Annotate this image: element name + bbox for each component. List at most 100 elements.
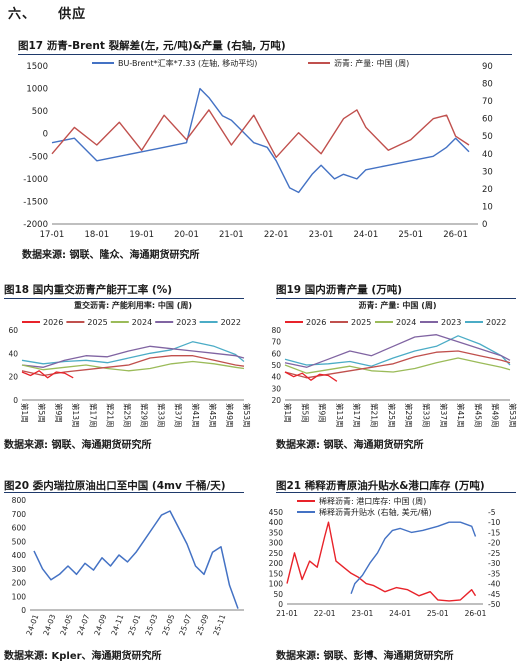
fig18-xtick: 第45周 <box>208 403 218 428</box>
fig19-ytick: 50 <box>271 361 281 370</box>
fig21-rule <box>276 492 516 493</box>
fig18-xtick: 第5周 <box>37 403 47 423</box>
fig18-series-line <box>21 370 74 379</box>
section-heading: 六、 供应 <box>8 3 86 22</box>
fig17-ytick-right: 30 <box>482 167 493 177</box>
fig21-series-line <box>286 521 477 602</box>
fig19-xtick: 第29周 <box>404 403 414 428</box>
fig18-legend-label: 2023 <box>176 318 196 327</box>
fig18-ytick: 60 <box>8 326 18 335</box>
fig18-legend-label: 2022 <box>221 318 241 327</box>
fig20-ytick: 0 <box>21 606 26 615</box>
fig19-legend-label: 2023 <box>441 318 461 327</box>
fig19-xtick: 第21周 <box>370 403 380 428</box>
fig17-xtick: 17-01 <box>40 230 65 240</box>
fig17-xtick: 21-01 <box>219 230 244 240</box>
fig20-xtick: 24-01 <box>24 613 40 637</box>
fig18-xtick: 第21周 <box>105 403 115 428</box>
fig18-xtick: 第9周 <box>54 403 64 423</box>
fig19-title: 图19 国内沥青产量 (万吨) <box>276 284 403 296</box>
fig21-ytick-right: -40 <box>488 580 500 589</box>
fig19-xtick: 第53周 <box>508 403 518 428</box>
fig21-chart: 050100150200250300350400450-50-45-40-35-… <box>269 496 501 618</box>
fig19-xtick: 第41周 <box>456 403 466 428</box>
fig20-xtick: 25-07 <box>177 613 193 637</box>
fig21-xtick: 26-01 <box>465 609 487 618</box>
fig20-xtick: 25-05 <box>160 613 176 637</box>
fig17-xtick: 23-01 <box>309 230 334 240</box>
fig19-ytick: 30 <box>271 384 281 393</box>
fig19-series-line <box>284 371 338 382</box>
fig21-ytick-left: 100 <box>269 580 284 589</box>
fig17-legend-label: BU-Brent*汇率*7.33 (左轴, 移动平均) <box>118 58 257 68</box>
fig19-ytick: 20 <box>271 396 281 405</box>
fig21-ytick-left: 250 <box>269 549 284 558</box>
fig17-ytick-right: 0 <box>482 220 487 230</box>
fig18-xtick: 第25周 <box>122 403 132 428</box>
fig19-legend-label: 2022 <box>486 318 506 327</box>
fig20-ytick: 300 <box>12 565 27 574</box>
fig20-ytick: 200 <box>12 579 27 588</box>
fig18-legend-label: 2025 <box>87 318 107 327</box>
section-number: 六、 <box>8 7 37 22</box>
fig21-ytick-right: -45 <box>488 590 500 599</box>
fig21-ytick-left: 350 <box>269 528 284 537</box>
fig21-ytick-right: -35 <box>488 569 500 578</box>
fig18-xtick: 第17周 <box>88 403 98 428</box>
fig21-source: 数据来源: 钢联、彭博、海通期货研究所 <box>276 651 454 662</box>
fig17-series-line <box>51 87 470 194</box>
fig19-xtick: 第33周 <box>421 403 431 428</box>
fig19-ytick: 80 <box>271 326 281 335</box>
fig17-source: 数据来源: 钢联、隆众、海通期货研究所 <box>22 250 200 261</box>
fig17-ytick-left: 500 <box>32 107 48 117</box>
fig21-ytick-right: -15 <box>488 528 500 537</box>
fig17-ytick-left: -500 <box>29 152 48 162</box>
fig17-title: 图17 沥青-Brent 裂解差(左, 元/吨)&产量 (右轴, 万吨) <box>18 40 286 52</box>
fig20-source: 数据来源: Kpler、海通期货研究所 <box>4 651 162 662</box>
fig19-xtick: 第1周 <box>283 403 293 423</box>
fig21-title: 图21 稀释沥青原油升贴水&港口库存 (万吨) <box>276 480 485 492</box>
fig21-xtick: 23-01 <box>351 609 373 618</box>
fig20-xtick: 24-11 <box>109 613 125 637</box>
fig19-xtick: 第5周 <box>300 403 310 423</box>
fig21-series-line <box>350 521 477 595</box>
fig19-chart-title: 沥青: 产量: 中国 (周) <box>358 300 436 310</box>
fig18-title: 图18 国内重交沥青产能开工率 (%) <box>4 284 173 296</box>
fig21-ytick-right: -20 <box>488 539 500 548</box>
section-title: 供应 <box>58 7 87 22</box>
fig20-chart: 0 100 200 300 400 500 600 700 800 24-01 24-03 24-05… <box>12 496 244 637</box>
fig19-xtick: 第49周 <box>491 403 501 428</box>
fig17-ytick-left: 1500 <box>26 62 48 72</box>
fig18-xtick: 第53周 <box>242 403 252 428</box>
fig19-ytick: 60 <box>271 349 281 358</box>
fig19-xtick: 第9周 <box>318 403 328 423</box>
fig20-xtick: 25-11 <box>211 613 227 637</box>
fig19-series-line <box>284 357 511 374</box>
fig19-xtick: 第45周 <box>473 403 483 428</box>
fig18-xtick: 第33周 <box>157 403 167 428</box>
fig21-ytick-right: -10 <box>488 518 500 527</box>
fig18-xtick: 第1周 <box>20 403 30 423</box>
fig17-series-line <box>51 109 470 159</box>
fig21-ytick-right: -25 <box>488 549 500 558</box>
fig17-legend-label: 沥青: 产量: 中国 (周) <box>334 58 409 68</box>
fig19-ytick: 70 <box>271 338 281 347</box>
fig18-series-line <box>21 345 245 368</box>
fig19-ytick: 40 <box>271 373 281 382</box>
fig18-xtick: 第49周 <box>225 403 235 428</box>
fig18-chart-title: 重交沥青: 产能利用率: 中国 (周) <box>74 300 192 310</box>
fig17-xtick: 24-01 <box>354 230 379 240</box>
fig17-ytick-left: 0 <box>43 130 48 140</box>
fig17-ytick-left: 1000 <box>26 85 48 95</box>
fig21-ytick-right: -50 <box>488 600 500 609</box>
fig21-ytick-left: 0 <box>278 600 283 609</box>
fig19-xtick: 第25周 <box>387 403 397 428</box>
fig20-ytick: 400 <box>12 551 27 560</box>
fig20-ytick: 800 <box>12 496 27 505</box>
fig20-xtick: 25-09 <box>194 613 210 637</box>
fig20-xtick: 24-05 <box>58 613 74 637</box>
fig20-xtick: 25-01 <box>126 613 142 637</box>
fig17-xtick: 19-01 <box>129 230 154 240</box>
fig20-series-line <box>33 510 239 609</box>
fig18-xtick: 第37周 <box>174 403 184 428</box>
